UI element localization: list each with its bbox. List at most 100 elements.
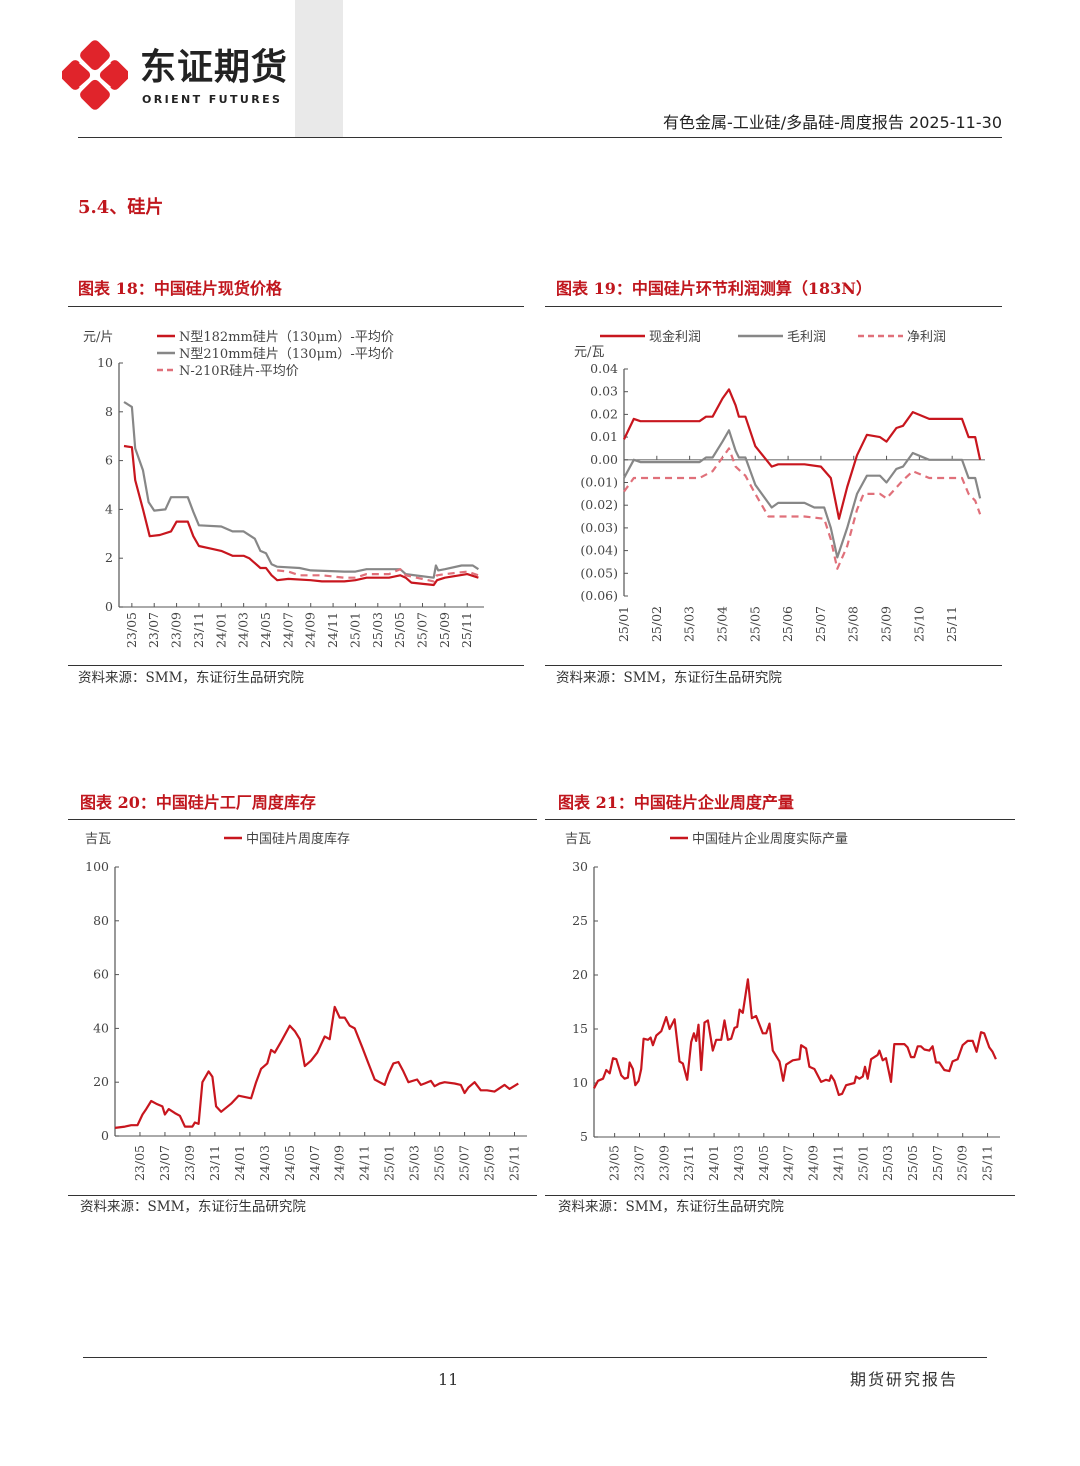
y-axis-unit: 元/瓦 [574,345,604,360]
y-tick-label: 0.01 [590,429,618,444]
x-tick-label: 25/09 [482,1145,497,1181]
x-tick-label: 25/03 [407,1145,422,1181]
y-tick-label: 2 [105,550,113,565]
chart-20-top-rule [68,819,537,820]
x-tick-label: 24/03 [257,1145,272,1181]
footer-divider [83,1357,987,1358]
y-tick-label: 40 [93,1020,109,1035]
x-tick-label: 25/02 [649,606,664,642]
legend-label-2: N-210R硅片-平均价 [179,364,299,379]
series-line-0 [593,978,997,1096]
x-tick-label: 24/05 [282,1145,297,1181]
header-divider [78,137,1002,138]
chart-18-top-rule [68,306,524,307]
x-tick-label: 24/09 [303,612,318,648]
x-tick-label: 23/07 [157,1145,172,1181]
y-tick-label: 20 [572,967,588,982]
y-tick-label: 25 [572,913,588,928]
y-tick-label: 30 [572,859,588,874]
y-tick-label: 10 [572,1075,588,1090]
legend-label-2: 净利润 [907,330,946,345]
x-tick-label: 25/09 [879,606,894,642]
x-tick-label: 25/08 [846,606,861,642]
chart-20-source: 资料来源：SMM，东证衍生品研究院 [80,1199,306,1215]
y-tick-label: 5 [580,1129,588,1144]
x-tick-label: 25/06 [780,606,795,642]
x-tick-label: 24/07 [280,612,295,648]
y-tick-label: 0.00 [590,452,618,467]
x-tick-label: 25/01 [347,612,362,648]
y-tick-label: (0.06) [580,588,618,603]
chart-18-title: 图表 18：中国硅片现货价格 [78,279,282,298]
y-tick-label: 8 [105,404,113,419]
x-tick-label: 25/04 [714,606,729,642]
x-tick-label: 24/11 [325,612,340,648]
x-tick-label: 24/11 [830,1145,845,1181]
y-tick-label: (0.03) [580,520,618,535]
x-tick-label: 23/09 [182,1145,197,1181]
y-tick-label: (0.01) [580,475,618,490]
y-axis-unit: 吉瓦 [565,832,591,847]
x-tick-label: 25/10 [911,606,926,642]
x-tick-label: 24/07 [307,1145,322,1181]
y-tick-label: 0 [101,1128,109,1143]
chart-19-bottom-rule [545,665,1002,666]
legend-label-0: 中国硅片企业周度实际产量 [692,831,848,847]
legend-label-0: 中国硅片周度库存 [246,831,350,847]
x-tick-label: 23/09 [656,1145,671,1181]
series-line-1 [123,401,480,579]
x-tick-label: 23/11 [191,612,206,648]
x-tick-label: 23/05 [607,1145,622,1181]
y-tick-label: (0.05) [580,565,618,580]
report-title: 有色金属-工业硅/多晶硅-周度报告 2025-11-30 [662,113,1002,132]
x-tick-label: 25/05 [432,1145,447,1181]
x-tick-label: 24/09 [806,1145,821,1181]
y-tick-label: 0.04 [590,361,618,376]
x-tick-label: 24/07 [781,1145,796,1181]
chart-20-bottom-rule [68,1195,537,1196]
chart-18-source: 资料来源：SMM，东证衍生品研究院 [78,670,304,686]
x-tick-label: 25/05 [905,1145,920,1181]
x-tick-label: 25/09 [437,612,452,648]
x-tick-label: 25/11 [944,606,959,642]
x-tick-label: 25/11 [459,612,474,648]
section-title: 5.4、硅片 [78,197,164,218]
chart-19: 元/瓦0.04 0.03 0.02 0.01 0.00 (0.01) (0.02) (0.03… [574,329,985,642]
x-tick-label: 23/11 [207,1145,222,1181]
x-tick-label: 25/07 [457,1145,472,1181]
legend-label-0: 现金利润 [649,329,701,345]
x-tick-label: 23/05 [132,1145,147,1181]
x-tick-label: 25/01 [616,606,631,642]
y-tick-label: 60 [93,967,109,982]
brand-name-en: ORIENT FUTURES [142,93,283,106]
footer-label: 期货研究报告 [850,1370,959,1389]
chart-21-source: 资料来源：SMM，东证衍生品研究院 [558,1199,784,1215]
legend-label-0: N型182mm硅片（130μm）-平均价 [179,330,394,345]
x-tick-label: 24/01 [706,1145,721,1181]
x-tick-label: 24/01 [213,612,228,648]
legend-label-1: 毛利润 [787,330,826,345]
chart-21: 吉瓦 5 10 15 20 25 30 23/05 23/07 23/09 23/11 24/01 24… [565,831,1000,1181]
x-tick-label: 25/07 [415,612,430,648]
orient-futures-logo-icon [62,40,128,110]
series-line-0 [123,444,479,587]
x-tick-label: 25/01 [855,1145,870,1181]
y-axis-unit: 吉瓦 [85,832,111,847]
series-line-0 [114,1005,519,1129]
x-tick-label: 23/07 [631,1145,646,1181]
chart-21-top-rule [545,819,1015,820]
series-line-2 [277,568,479,583]
header-decoration-band [295,0,343,137]
chart-18-bottom-rule [68,665,524,666]
series-line-1 [623,429,982,559]
x-tick-label: 25/09 [955,1145,970,1181]
x-tick-label: 24/01 [232,1145,247,1181]
x-tick-label: 24/05 [756,1145,771,1181]
x-tick-label: 25/05 [747,606,762,642]
x-tick-label: 25/01 [382,1145,397,1181]
y-tick-label: 20 [93,1074,109,1089]
chart-20: 吉瓦 0 20 40 60 80 100 23/05 23/07 23/09 23/11 24/01 2… [85,831,527,1181]
y-tick-label: (0.04) [580,543,618,558]
chart-21-bottom-rule [545,1195,1015,1196]
